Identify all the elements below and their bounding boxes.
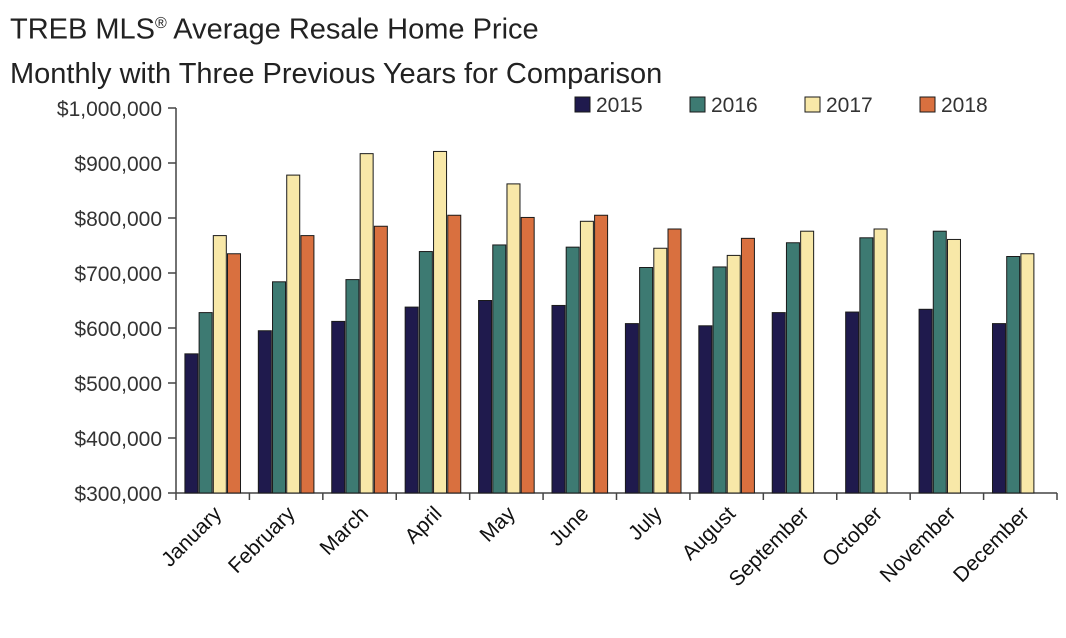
bar-2018-february [300, 235, 315, 494]
bar-2018-january [227, 253, 242, 494]
bar-2016-june [565, 246, 580, 494]
bar-2018-march [373, 225, 388, 494]
y-tick-label: $1,000,000 [57, 98, 162, 121]
x-category-label: September [725, 502, 814, 591]
legend-swatch-2015 [574, 96, 591, 113]
chart-subtitle: Monthly with Three Previous Years for Co… [10, 57, 663, 90]
bar-2018-may [520, 216, 535, 494]
x-category-label: May [476, 502, 521, 547]
bar-2017-june [579, 220, 594, 494]
y-axis: $300,000 $400,000 $500,000 $600,000 $700,000… [57, 98, 177, 506]
y-tick-label: $600,000 [74, 318, 162, 341]
x-category-label: October [818, 502, 887, 571]
legend-swatch-2018 [919, 96, 936, 113]
x-category-label: January [157, 502, 226, 571]
bar-2015-may [478, 300, 493, 494]
bar-2015-january [184, 353, 199, 494]
bar-2016-may [492, 244, 507, 494]
bar-2018-august [740, 237, 755, 494]
chart-title-block: TREB MLS® Average Resale Home Price Mont… [10, 2, 662, 96]
bar-2016-april [418, 251, 433, 494]
bar-2016-november [932, 230, 947, 494]
bar-2017-july [653, 247, 668, 494]
chart-title: TREB MLS® Average Resale Home Price [10, 13, 539, 46]
bar-2018-july [667, 228, 682, 494]
y-tick-label: $700,000 [74, 263, 162, 286]
y-tick-label: $400,000 [74, 428, 162, 451]
legend: 2015 2016 2017 2018 [574, 94, 988, 117]
legend-label-2017: 2017 [826, 94, 873, 117]
bar-2015-december [991, 323, 1006, 494]
bar-2016-january [198, 312, 213, 494]
bar-2017-december [1020, 253, 1035, 494]
bar-2017-march [359, 153, 374, 494]
bar-2017-april [433, 150, 448, 494]
legend-label-2018: 2018 [941, 94, 988, 117]
bars [184, 150, 1035, 494]
y-tick-label: $500,000 [74, 373, 162, 396]
bar-2015-july [624, 323, 639, 494]
bar-2016-september [785, 242, 800, 494]
legend-label-2015: 2015 [596, 94, 643, 117]
x-category-label: March [316, 502, 374, 560]
y-tick-label: $900,000 [74, 153, 162, 176]
bar-2016-august [712, 266, 727, 494]
bar-2017-september [800, 230, 815, 494]
bar-2015-august [698, 325, 713, 494]
bar-2015-june [551, 304, 566, 494]
y-tick-label: $800,000 [74, 208, 162, 231]
bar-2016-february [272, 281, 287, 494]
bar-2015-november [918, 308, 933, 494]
bar-2017-january [212, 235, 227, 494]
bar-2015-september [771, 312, 786, 494]
bar-2016-march [345, 279, 360, 494]
legend-label-2016: 2016 [711, 94, 758, 117]
bar-2015-april [404, 306, 419, 494]
x-category-label: April [401, 502, 447, 548]
x-category-label: December [949, 502, 1034, 587]
bar-2015-march [331, 320, 346, 494]
y-tick-label: $300,000 [74, 483, 162, 506]
bar-2016-december [1006, 256, 1021, 494]
bar-2017-october [873, 228, 888, 494]
x-category-label: June [545, 502, 593, 550]
bar-2015-october [845, 311, 860, 494]
bar-2017-may [506, 183, 521, 494]
legend-swatch-2016 [689, 96, 706, 113]
x-category-label: July [624, 502, 667, 545]
bar-2017-november [946, 238, 961, 494]
legend-swatch-2017 [804, 96, 821, 113]
bar-2018-june [594, 214, 609, 494]
bar-2017-august [726, 254, 741, 494]
bar-2016-october [859, 237, 874, 494]
x-category-label: February [224, 502, 300, 578]
x-category-label: August [678, 502, 741, 565]
bar-2017-february [286, 174, 301, 494]
bar-2016-july [639, 267, 654, 494]
bar-2018-april [447, 214, 462, 494]
bar-2015-february [257, 330, 272, 494]
x-category-label: November [876, 502, 961, 587]
